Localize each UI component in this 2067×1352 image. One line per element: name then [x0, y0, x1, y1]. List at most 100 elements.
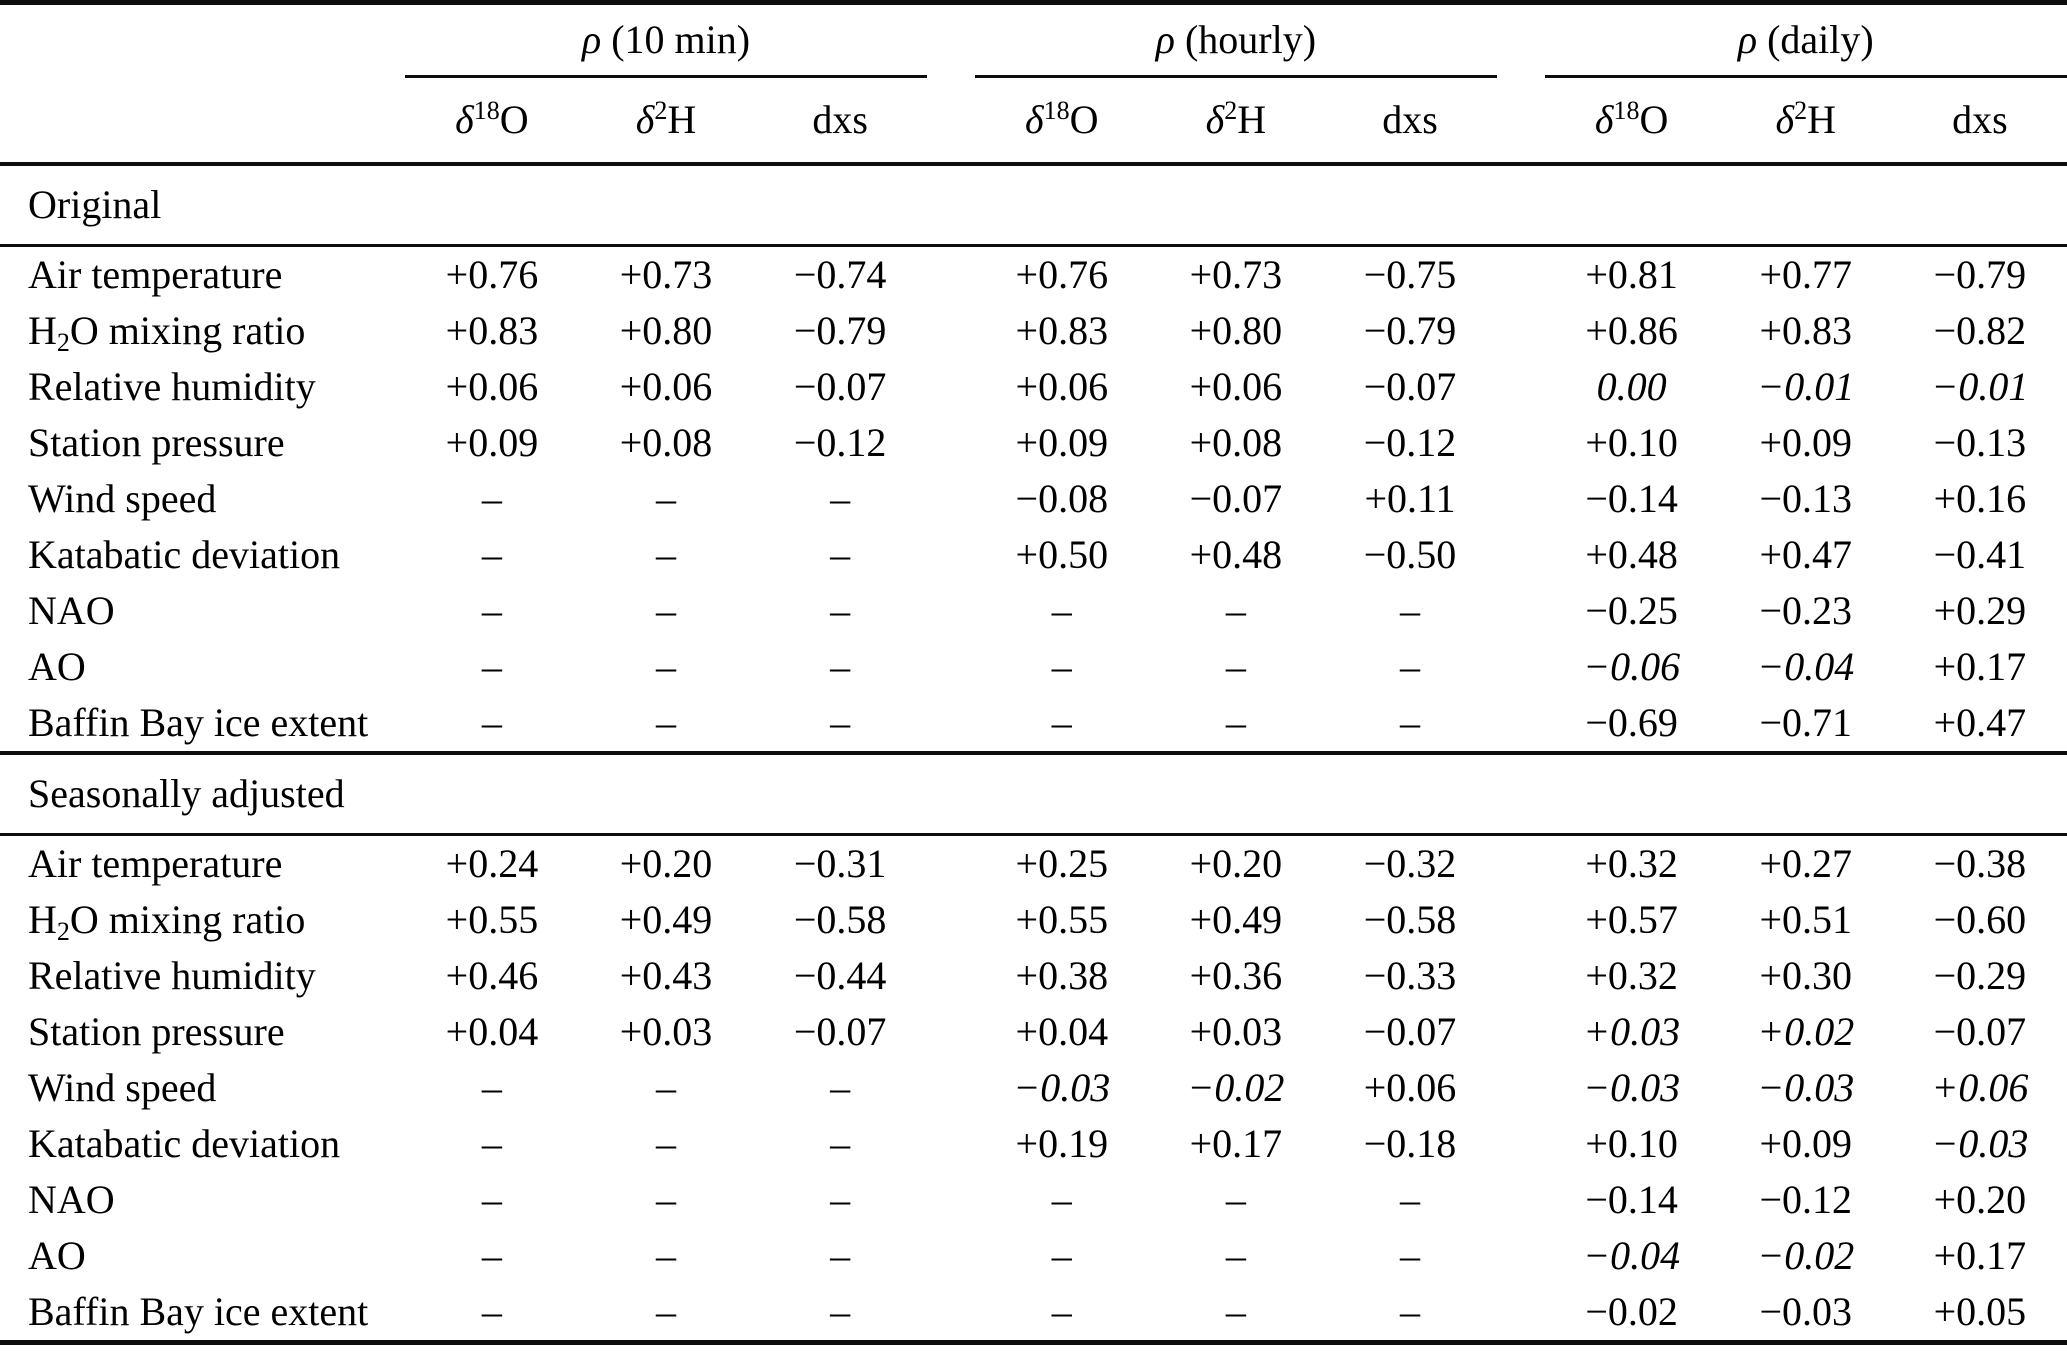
- correlation-value-cell: −0.71: [1759, 700, 1853, 745]
- label-part: O mixing ratio: [69, 308, 306, 353]
- table-row-nao: NAO – – – – – – −0.14 −0.12 +0.20: [0, 1172, 2067, 1228]
- correlation-value-cell: +0.50: [1015, 532, 1109, 577]
- subcolumn-header-18o: δ18O: [1545, 77, 1719, 165]
- missing-value-cell: –: [656, 1177, 677, 1222]
- correlation-value-cell: −0.33: [1363, 953, 1457, 998]
- isotope-mass-superscript: 18: [1043, 95, 1070, 125]
- missing-value-cell: –: [656, 1289, 677, 1334]
- missing-value-cell: –: [481, 1233, 502, 1278]
- correlation-value-cell: +0.36: [1189, 953, 1283, 998]
- element-symbol: O: [1639, 97, 1669, 142]
- correlation-value-cell: −0.01: [1931, 364, 2029, 409]
- column-group-gap: [1497, 583, 1545, 639]
- row-label: NAO: [28, 1177, 115, 1222]
- rho-symbol: ρ: [1155, 17, 1175, 62]
- table-corner: [0, 3, 405, 77]
- column-group-gap: [1497, 303, 1545, 359]
- correlation-value-cell: −0.07: [1189, 476, 1283, 521]
- correlation-value-cell: −0.29: [1933, 953, 2027, 998]
- column-group-gap: [927, 695, 975, 753]
- row-label: AO: [28, 1233, 86, 1278]
- subcolumn-header-2h: δ2H: [1149, 77, 1323, 165]
- correlation-value-cell: +0.27: [1759, 841, 1853, 886]
- correlation-value-cell: −0.03: [1759, 1289, 1853, 1334]
- missing-value-cell: –: [1399, 644, 1420, 689]
- correlation-value-cell: −0.41: [1933, 532, 2027, 577]
- rho-symbol: ρ: [581, 17, 602, 62]
- missing-value-cell: –: [656, 700, 677, 745]
- correlation-value-cell: +0.73: [1189, 252, 1283, 297]
- correlation-value-cell: +0.10: [1585, 1121, 1678, 1166]
- delta-symbol: δ: [1775, 97, 1795, 142]
- correlation-value-cell: −0.01: [1757, 364, 1855, 409]
- correlation-value-cell: +0.83: [1015, 308, 1109, 353]
- missing-value-cell: –: [481, 1177, 502, 1222]
- correlation-value-cell: +0.47: [1933, 700, 2027, 745]
- missing-value-cell: –: [830, 1233, 851, 1278]
- missing-value-cell: –: [481, 476, 502, 521]
- table-row-station-pressure: Station pressure +0.09 +0.08 −0.12 +0.09 +0.0…: [0, 415, 2067, 471]
- correlation-value-cell: +0.06: [1363, 1065, 1457, 1110]
- missing-value-cell: –: [481, 588, 502, 633]
- delta-symbol: δ: [1205, 97, 1225, 142]
- column-group-gap: [927, 246, 975, 304]
- correlation-value-cell: +0.55: [445, 897, 539, 942]
- correlation-value-cell: +0.16: [1933, 476, 2027, 521]
- delta-symbol: δ: [1025, 97, 1044, 142]
- correlation-value-cell: +0.04: [1015, 1009, 1109, 1054]
- group-header-hourly: ρ (hourly): [974, 2, 1498, 78]
- correlation-value-cell: +0.73: [619, 252, 713, 297]
- column-group-gap: [927, 835, 975, 893]
- missing-value-cell: –: [656, 476, 677, 521]
- subcolumn-label: dxs: [812, 97, 868, 142]
- correlation-value-cell: +0.03: [1583, 1009, 1681, 1054]
- table-row-air-temperature: Air temperature +0.24 +0.20 −0.31 +0.25 +0.20…: [0, 835, 2067, 893]
- correlation-value-cell: +0.06: [1015, 364, 1109, 409]
- correlation-value-cell: +0.24: [445, 841, 539, 886]
- column-group-gap: [1497, 77, 1545, 165]
- column-group-gap: [1497, 1284, 1545, 1343]
- column-group-gap: [927, 527, 975, 583]
- group-header-label: (hourly): [1174, 17, 1317, 62]
- table-row-wind-speed: Wind speed – – – −0.08 −0.07 +0.11 −0.14 −0.13 +0…: [0, 471, 2067, 527]
- element-symbol: H: [667, 97, 697, 142]
- missing-value-cell: –: [656, 1121, 677, 1166]
- missing-value-cell: –: [656, 1233, 677, 1278]
- correlation-value-cell: +0.02: [1757, 1009, 1855, 1054]
- isotope-mass-superscript: 2: [1794, 95, 1808, 125]
- isotope-mass-superscript: 18: [473, 95, 500, 125]
- correlation-value-cell: +0.76: [1015, 252, 1109, 297]
- correlation-value-cell: −0.79: [1363, 308, 1457, 353]
- missing-value-cell: –: [1225, 588, 1246, 633]
- correlation-value-cell: −0.07: [1363, 364, 1457, 409]
- row-label: AO: [28, 644, 86, 689]
- missing-value-cell: –: [1399, 700, 1420, 745]
- isotope-mass-superscript: 18: [1613, 95, 1640, 125]
- correlation-value-cell: +0.46: [445, 953, 539, 998]
- correlation-value-cell: −0.03: [1013, 1065, 1111, 1110]
- table-row-katabatic-deviation: Katabatic deviation – – – +0.50 +0.48 −0.50 +0.…: [0, 527, 2067, 583]
- correlation-value-cell: −0.44: [793, 953, 887, 998]
- correlation-value-cell: +0.43: [619, 953, 713, 998]
- correlation-value-cell: +0.76: [445, 252, 539, 297]
- column-group-gap: [927, 303, 975, 359]
- missing-value-cell: –: [830, 588, 851, 633]
- row-label: Relative humidity: [28, 953, 316, 998]
- correlation-value-cell: +0.51: [1759, 897, 1853, 942]
- correlation-value-cell: −0.23: [1759, 588, 1853, 633]
- subcolumn-header-dxs: dxs: [1893, 77, 2067, 165]
- missing-value-cell: –: [830, 532, 851, 577]
- isotope-mass-superscript: 2: [654, 95, 668, 125]
- correlation-value-cell: +0.25: [1015, 841, 1109, 886]
- correlation-value-cell: +0.06: [445, 364, 539, 409]
- row-label: Baffin Bay ice extent: [28, 700, 369, 745]
- correlation-value-cell: −0.32: [1363, 841, 1457, 886]
- column-group-gap: [1497, 1116, 1545, 1172]
- correlation-value-cell: −0.07: [793, 1009, 887, 1054]
- correlation-value-cell: +0.09: [1759, 420, 1853, 465]
- correlation-value-cell: −0.82: [1933, 308, 2027, 353]
- correlation-value-cell: +0.19: [1015, 1121, 1109, 1166]
- element-symbol: H: [1237, 97, 1267, 142]
- table-row-ao: AO – – – – – – −0.04 −0.02 +0.17: [0, 1228, 2067, 1284]
- table-row-katabatic-deviation: Katabatic deviation – – – +0.19 +0.17 −0.18 +0.…: [0, 1116, 2067, 1172]
